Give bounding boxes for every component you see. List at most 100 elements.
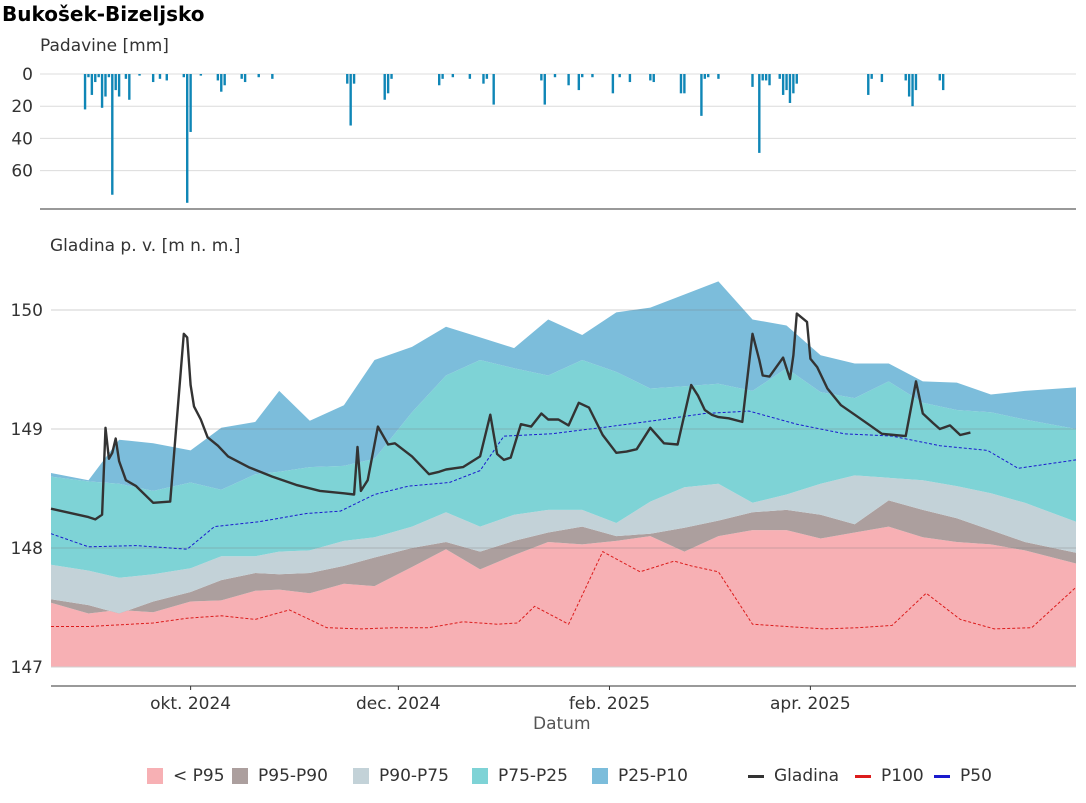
legend-label: P25-P10	[618, 766, 688, 786]
legend-swatch	[748, 774, 764, 778]
precip-bar	[700, 74, 703, 116]
precip-bar	[90, 74, 94, 95]
precip-gridlines	[40, 73, 1076, 172]
precip-bar	[778, 74, 781, 79]
precip-bar	[216, 74, 220, 81]
legend-label: P75-P25	[498, 766, 568, 786]
precip-bar	[683, 74, 686, 94]
precip-bar	[441, 74, 444, 79]
x-tick-label: dec. 2024	[356, 694, 441, 714]
precip-bar	[628, 74, 632, 83]
precip-bar	[768, 74, 771, 86]
precip-bar	[94, 74, 97, 83]
precip-bar	[158, 74, 162, 79]
precip-bar	[182, 74, 186, 78]
x-tick-label: okt. 2024	[150, 694, 231, 714]
level-tick-label: 147	[11, 658, 43, 678]
level-gridlines	[51, 309, 1076, 668]
precip-bar	[543, 74, 546, 105]
band-p95p90	[51, 500, 1076, 614]
precip-bar	[468, 74, 472, 79]
precip-bar	[761, 74, 764, 81]
legend: < P95 P95-P90 P90-P75 P75-P25 P25-P10 Gladina…	[0, 762, 1086, 790]
precip-bar	[117, 74, 121, 97]
precip-bar	[941, 74, 945, 91]
legend-item[interactable]: P25-P10	[592, 762, 688, 790]
legend-item[interactable]: P75-P25	[472, 762, 568, 790]
precip-bar	[907, 74, 911, 97]
chart-title: Bukošek-Bizeljsko	[2, 2, 205, 26]
legend-item[interactable]: P100	[855, 762, 924, 790]
band-p75p25	[51, 360, 1076, 578]
precip-bar	[386, 74, 390, 94]
precip-bar	[717, 74, 720, 79]
level-lines	[50, 312, 1077, 630]
precip-bar	[485, 74, 489, 79]
precip-bar	[792, 74, 795, 94]
precip-tick-label: 0	[22, 65, 33, 85]
precip-bar	[914, 74, 918, 91]
precip-bar	[649, 74, 652, 81]
precip-bar	[911, 74, 914, 107]
legend-item[interactable]: P50	[934, 762, 992, 790]
precip-tick-label: 60	[11, 162, 33, 182]
legend-item[interactable]: < P95	[147, 762, 225, 790]
precip-bar	[124, 74, 128, 79]
legend-label: P95-P90	[258, 766, 328, 786]
precip-bar	[758, 74, 761, 153]
precip-bar	[482, 74, 485, 84]
precip-bar	[104, 74, 107, 97]
precip-bar	[553, 74, 557, 78]
precip-bar	[186, 74, 189, 203]
precip-axis: 0 20 40 60	[11, 65, 1076, 210]
legend-item[interactable]: P95-P90	[232, 762, 328, 790]
precip-bar	[492, 74, 495, 105]
precip-bar	[618, 74, 621, 78]
precip-bar	[257, 74, 260, 78]
legend-label: P50	[960, 766, 992, 786]
precip-bar	[751, 74, 754, 87]
precip-bar	[189, 74, 192, 132]
legend-swatch	[147, 768, 163, 784]
precip-bar	[904, 74, 907, 81]
precip-bar	[938, 74, 941, 81]
chart-canvas: 0 20 40 60 147 148 149 150 okt. 2024 dec. 2024 fe…	[11, 65, 1077, 714]
precip-bar	[880, 74, 884, 83]
line-gladina	[50, 312, 971, 521]
x-tick-label: apr. 2025	[770, 694, 851, 714]
precip-bar	[451, 74, 455, 78]
level-tick-label: 150	[11, 301, 43, 321]
legend-item[interactable]: P90-P75	[353, 762, 449, 790]
precip-bar	[87, 74, 90, 78]
precip-bar	[243, 74, 247, 83]
legend-swatch	[592, 768, 608, 784]
legend-item[interactable]: Gladina	[748, 762, 839, 790]
precip-bar	[97, 74, 100, 78]
precip-tick-label: 40	[11, 129, 33, 149]
precip-bar	[438, 74, 441, 86]
precip-bar	[788, 74, 792, 103]
precip-bar	[220, 74, 223, 92]
band-p95	[51, 526, 1076, 667]
level-tick-label: 148	[11, 539, 43, 559]
precip-bar	[349, 74, 352, 126]
precip-bar	[111, 74, 114, 195]
precip-bar	[352, 74, 356, 84]
x-tick-label: feb. 2025	[569, 694, 650, 714]
precip-bar	[867, 74, 870, 95]
level-tick-label: 149	[11, 420, 43, 440]
precip-bar	[107, 74, 111, 78]
precip-bar	[346, 74, 349, 84]
precip-bar	[271, 74, 274, 79]
precip-bar	[223, 74, 226, 86]
precip-bar	[100, 74, 104, 108]
legend-label: P100	[881, 766, 924, 786]
legend-swatch	[353, 768, 369, 784]
legend-label: Gladina	[774, 766, 840, 786]
legend-swatch	[855, 774, 871, 778]
precip-bar	[240, 74, 243, 79]
precip-bar	[151, 74, 155, 83]
precip-bar	[707, 74, 710, 78]
line-p50	[50, 410, 1077, 550]
precip-bar	[870, 74, 873, 79]
